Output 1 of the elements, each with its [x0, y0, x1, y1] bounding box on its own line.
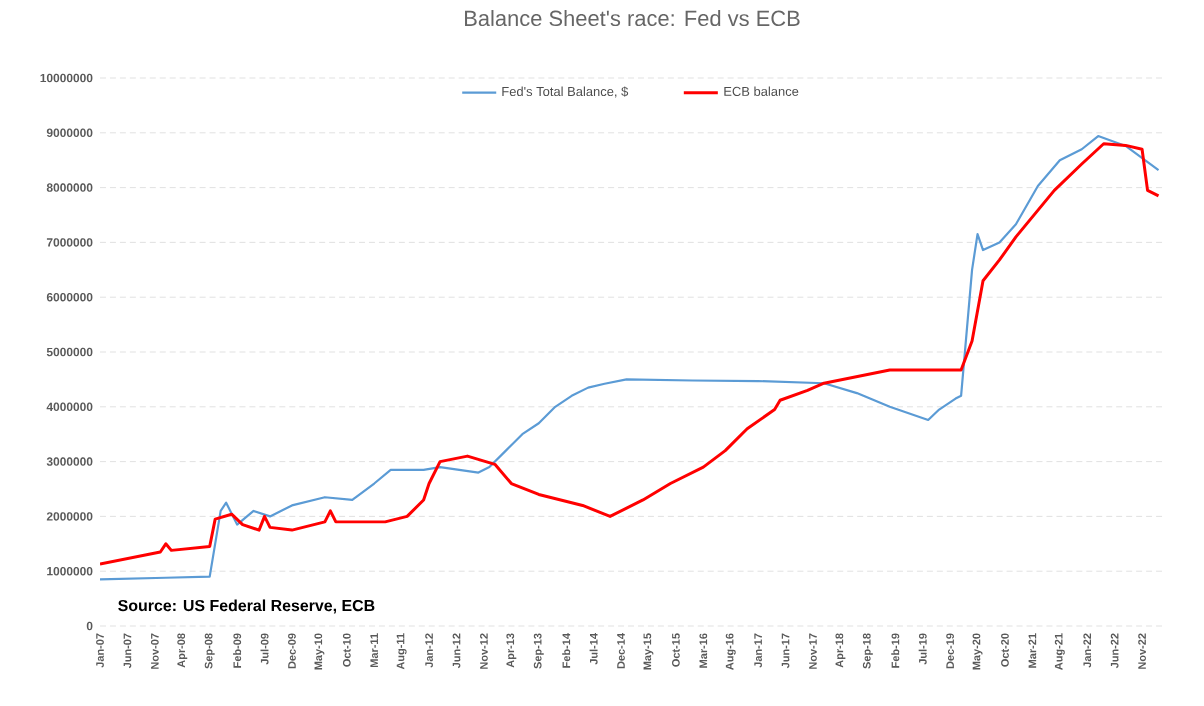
chart-title: Balance Sheet's race: Fed vs ECB — [465, 10, 800, 27]
